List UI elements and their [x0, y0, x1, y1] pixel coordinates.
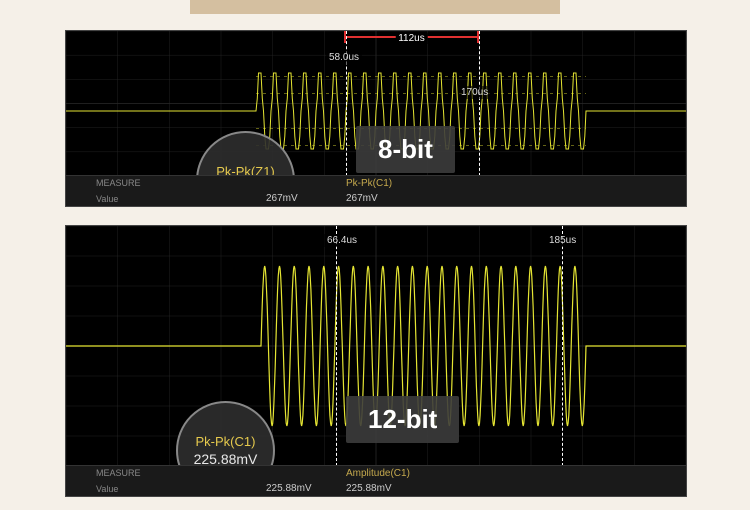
measure-v1: 225.88mV — [266, 483, 312, 494]
cursor-1-bot[interactable] — [336, 226, 337, 466]
time-label-2-top: 170us — [458, 86, 491, 99]
cursor-2-top[interactable] — [479, 31, 480, 176]
waveform-area-bot: 66.4us 185us 12-bit Pk-Pk(C1) 225.88mV — [66, 226, 686, 466]
cursor-2-bot[interactable] — [562, 226, 563, 466]
measure-header: MEASURE — [96, 178, 141, 188]
circle-pk-label: Pk-Pk(C1) — [196, 434, 256, 449]
time-label-1-bot: 66.4us — [324, 234, 360, 247]
bit-badge-bot: 12-bit — [346, 396, 459, 443]
measure-bar-top: MEASURE Value 267mV Pk-Pk(C1) 267mV — [66, 175, 686, 206]
measure-header: MEASURE — [96, 468, 141, 478]
bit-badge-top: 8-bit — [356, 126, 455, 173]
scope-panel-8bit: 112us 58.0us 170us 8-bit Pk-Pk(Z1) 267mV… — [65, 30, 687, 207]
time-label-2-bot: 185us — [546, 234, 579, 247]
measure-v2: 267mV — [346, 193, 378, 204]
measure-pk-label: Amplitude(C1) — [346, 468, 410, 479]
accent-bar — [190, 0, 560, 14]
measure-row-label: Value — [96, 484, 118, 494]
measure-v1: 267mV — [266, 193, 298, 204]
marker-label: 112us — [395, 33, 428, 44]
measure-row-label: Value — [96, 194, 118, 204]
time-label-1-top: 58.0us — [326, 51, 362, 64]
scope-panel-12bit: 66.4us 185us 12-bit Pk-Pk(C1) 225.88mV M… — [65, 225, 687, 497]
measure-bar-bot: MEASURE Value 225.88mV Amplitude(C1) 225… — [66, 465, 686, 496]
measure-v2: 225.88mV — [346, 483, 392, 494]
waveform-area-top: 112us 58.0us 170us 8-bit Pk-Pk(Z1) 267mV — [66, 31, 686, 176]
measure-pk-label: Pk-Pk(C1) — [346, 178, 392, 189]
time-marker-red: 112us — [344, 36, 479, 38]
circle-value: 225.88mV — [194, 451, 258, 466]
